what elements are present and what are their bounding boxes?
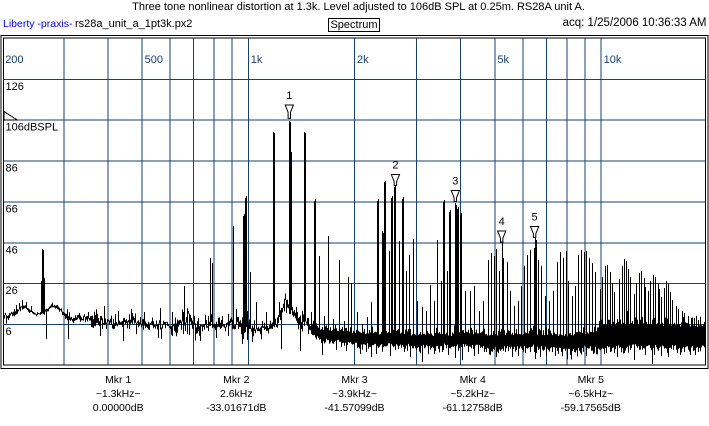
svg-text:2k: 2k [357,54,369,66]
svg-text:1: 1 [286,90,292,102]
svg-text:5k: 5k [497,54,509,66]
svg-text:2: 2 [392,159,398,171]
svg-text:5: 5 [532,211,538,223]
svg-text:66: 66 [6,203,18,215]
svg-text:4: 4 [499,216,505,228]
svg-text:106dBSPL: 106dBSPL [6,122,59,134]
svg-text:500: 500 [145,54,163,66]
svg-text:6: 6 [6,326,12,338]
svg-text:26: 26 [6,285,18,297]
svg-text:3: 3 [452,175,458,187]
svg-text:126: 126 [6,81,24,93]
svg-text:1k: 1k [251,54,263,66]
svg-text:200: 200 [5,54,23,66]
svg-text:46: 46 [6,244,18,256]
svg-text:10k: 10k [604,54,622,66]
svg-text:86: 86 [6,163,18,175]
